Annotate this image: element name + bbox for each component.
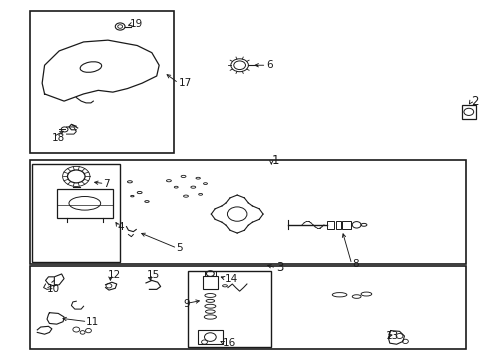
Bar (30, 266, 466, 348)
Text: 15: 15 (147, 270, 160, 280)
Text: 11: 11 (86, 317, 99, 327)
Text: 6: 6 (266, 60, 272, 70)
Text: 10: 10 (47, 284, 60, 294)
Text: 7: 7 (103, 179, 109, 189)
Bar (30, 12, 173, 153)
Text: 1: 1 (271, 154, 278, 167)
Text: 13: 13 (385, 331, 398, 341)
Text: 4: 4 (118, 222, 124, 231)
Text: 19: 19 (130, 19, 143, 29)
Text: 5: 5 (176, 243, 183, 253)
Text: 2: 2 (470, 95, 478, 108)
Text: 9: 9 (183, 299, 190, 309)
Text: 18: 18 (52, 133, 65, 143)
Text: 8: 8 (351, 259, 358, 269)
Text: 12: 12 (108, 270, 121, 280)
Bar (198, 330, 222, 344)
Bar (57, 189, 113, 218)
Bar (341, 221, 350, 229)
Text: 17: 17 (178, 78, 191, 88)
Bar (204, 271, 216, 276)
Bar (327, 221, 333, 229)
Bar (32, 164, 120, 262)
Text: 3: 3 (276, 261, 283, 274)
Bar (30, 160, 466, 264)
Bar (461, 105, 475, 119)
Bar (203, 276, 217, 289)
Bar (335, 221, 340, 229)
Text: 16: 16 (222, 338, 235, 348)
Bar (188, 271, 271, 347)
Text: 14: 14 (224, 274, 238, 284)
